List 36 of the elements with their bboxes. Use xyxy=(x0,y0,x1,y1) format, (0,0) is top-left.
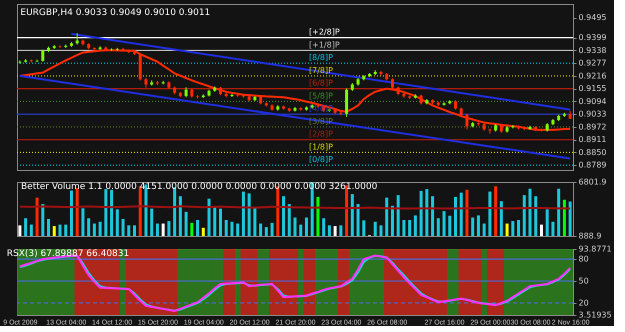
candlestick xyxy=(184,86,188,98)
y-tick-label: 93.8771 xyxy=(578,244,612,254)
line-series xyxy=(18,49,572,131)
ref-line-label: [6/8]P xyxy=(309,78,334,88)
ref-line-label: [+1/8]P xyxy=(309,40,340,50)
y-tick-label: 20 xyxy=(578,298,589,308)
candlestick xyxy=(76,32,79,46)
candlestick xyxy=(144,78,148,88)
y-tick-label: 0.8789 xyxy=(578,160,606,170)
y-tick-label: 0.9338 xyxy=(578,46,606,55)
ref-line-label: [5/8]P xyxy=(309,91,334,100)
y-tick-label: 0.8972 xyxy=(578,122,606,132)
chart-title: EURGBP,H4 0.9033 0.9049 0.9010 0.9011 xyxy=(20,8,210,18)
y-tick-label: 0.9094 xyxy=(578,96,606,106)
candlestick xyxy=(420,94,423,105)
y-tick-label: 3.51935 xyxy=(578,310,612,320)
y-tick-label: 0.9495 xyxy=(578,13,606,22)
y-tick-label: 80 xyxy=(578,254,589,264)
y-tick-label: 0.9155 xyxy=(578,84,606,94)
ref-line-label: [+2/8]P xyxy=(309,28,340,37)
candlestick xyxy=(454,100,457,110)
y-tick-label: 6801.9 xyxy=(578,178,606,186)
candlestick xyxy=(41,49,44,62)
y-tick-label: 0.9216 xyxy=(578,71,606,80)
ref-line-label: [1/8]P xyxy=(309,142,334,152)
ref-line-label: [0/8]P xyxy=(309,155,334,164)
ref-line-label: [2/8]P xyxy=(309,130,334,139)
y-tick-label: 0.9033 xyxy=(578,110,606,119)
y-tick-label: 0.8850 xyxy=(578,148,606,157)
ref-line-label: [8/8]P xyxy=(309,53,334,62)
candlestick xyxy=(390,78,394,90)
y-tick-label: 0.9399 xyxy=(578,33,606,42)
y-tick-label: 888.9 xyxy=(578,232,602,240)
y-tick-label: 0.8911 xyxy=(578,135,606,144)
y-tick-label: 50 xyxy=(578,276,589,286)
y-tick-label: 0.9277 xyxy=(578,58,606,68)
